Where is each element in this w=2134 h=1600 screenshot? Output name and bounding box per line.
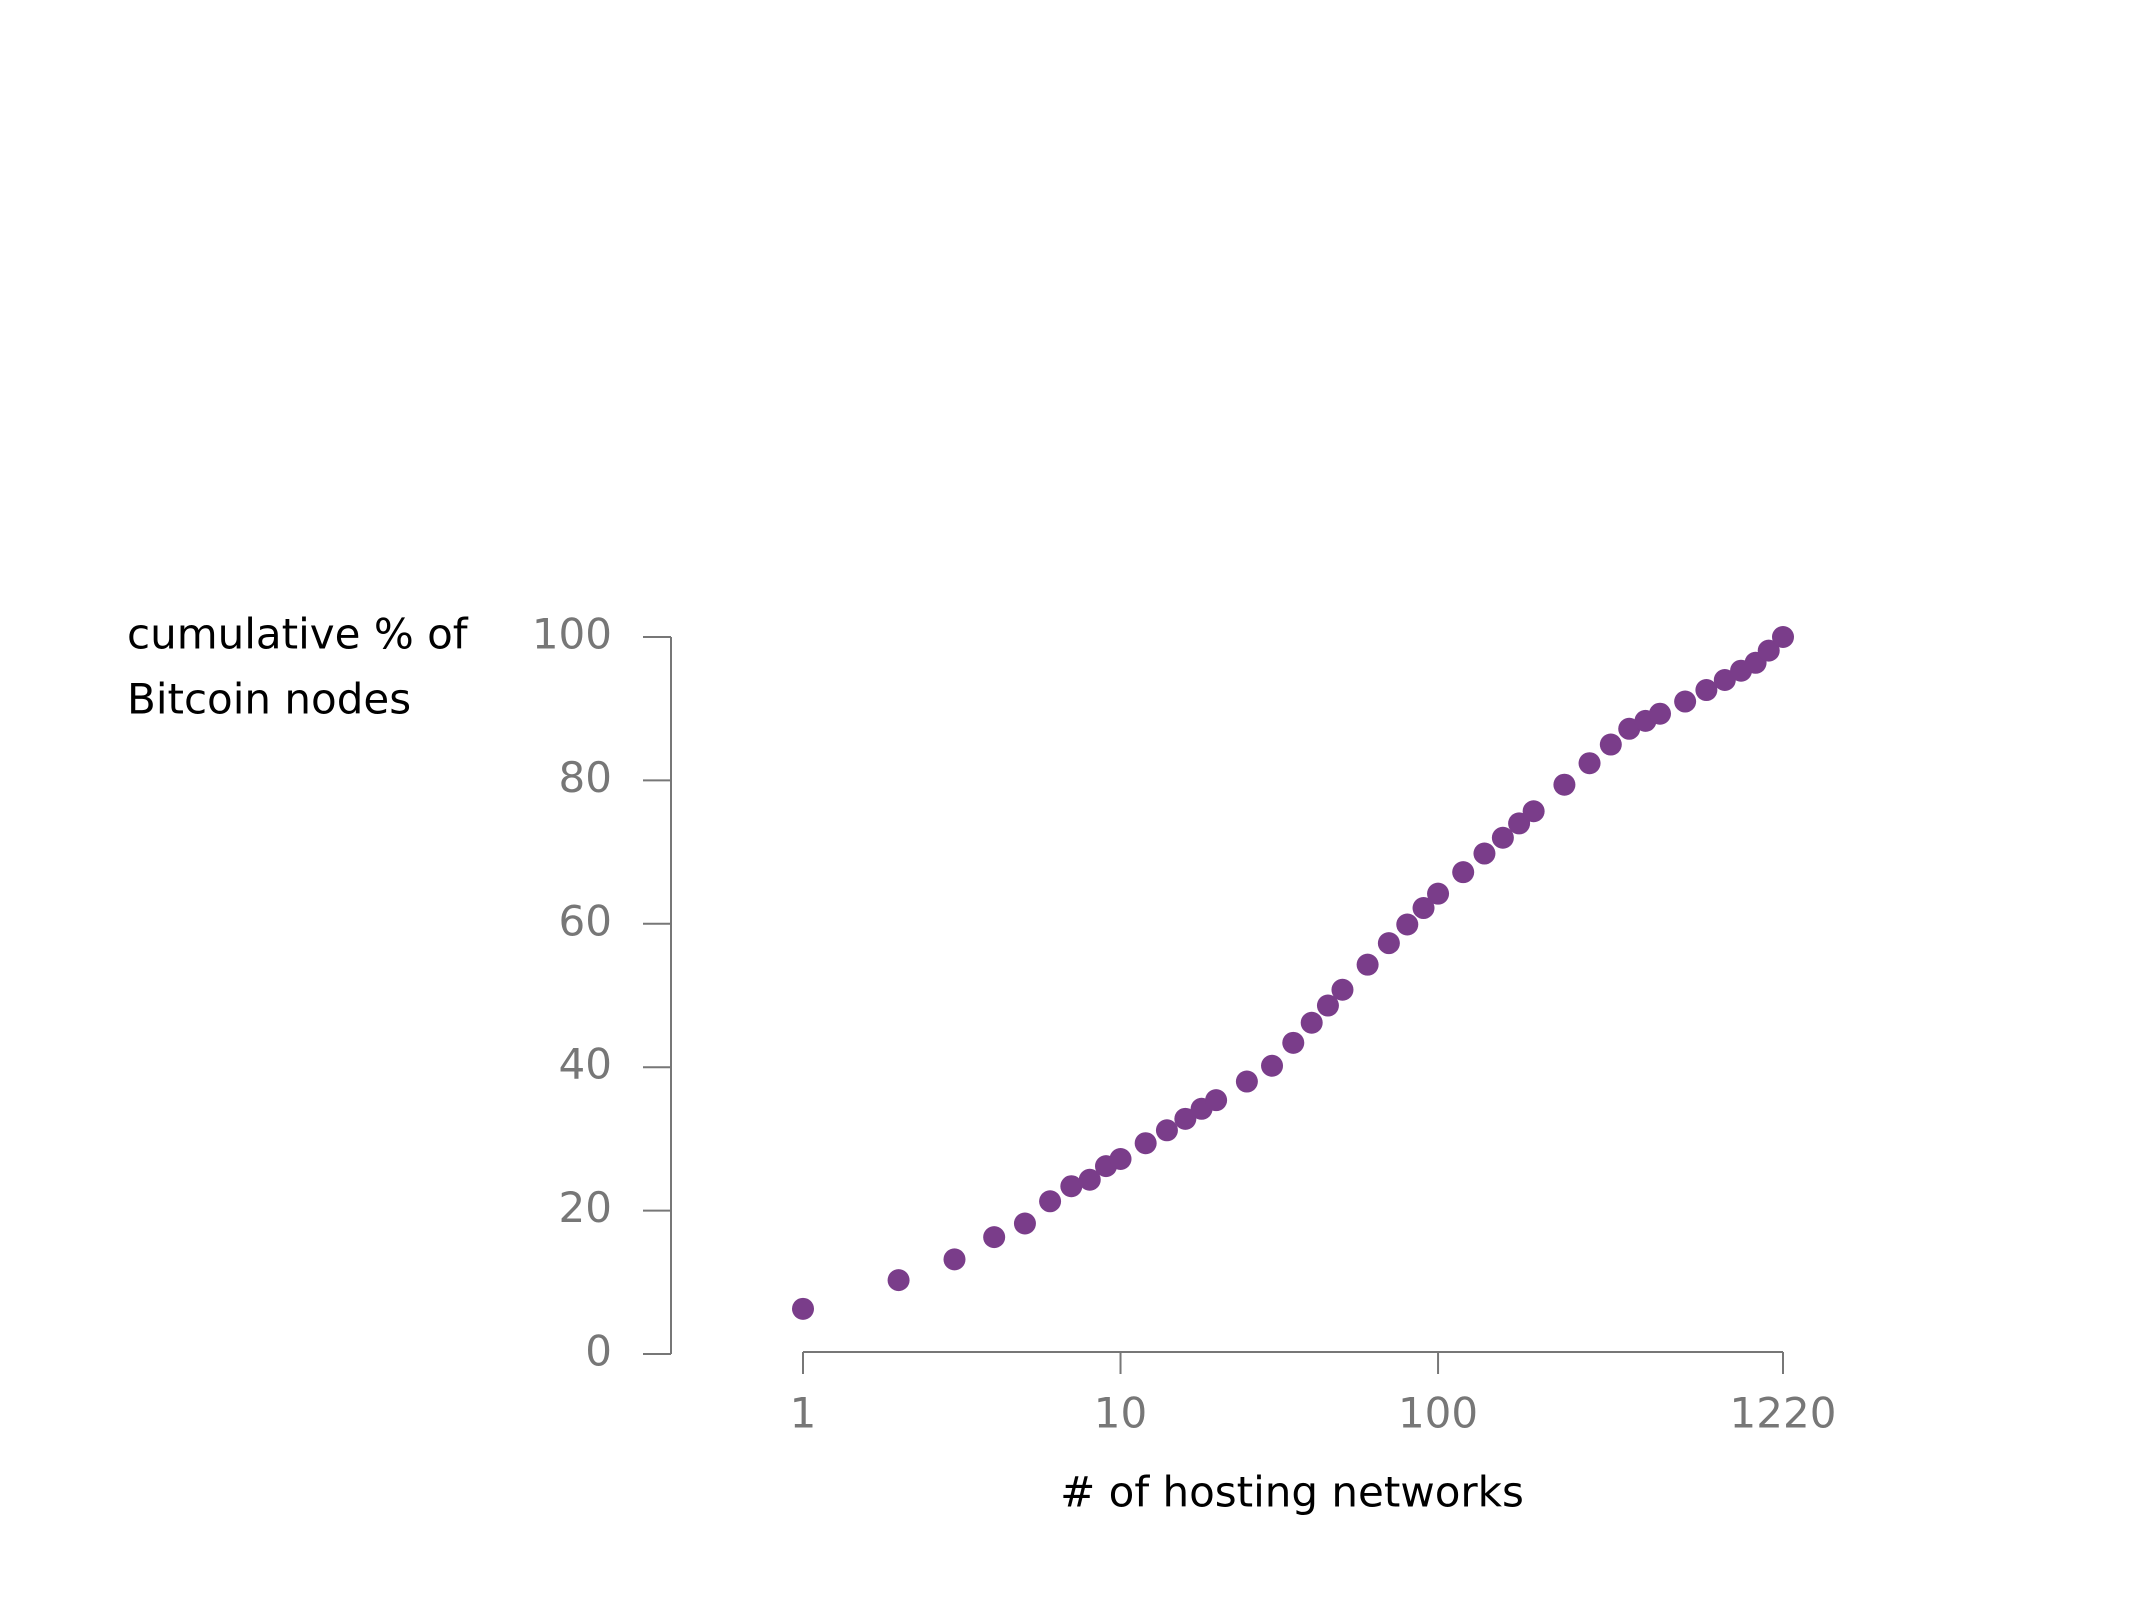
point: [1599, 733, 1622, 756]
point: [1427, 882, 1450, 905]
point: [1473, 842, 1496, 865]
x-tick-label: 1220: [1730, 1389, 1837, 1438]
point: [1695, 679, 1718, 702]
y-tick-label: 60: [559, 896, 612, 945]
point: [943, 1248, 966, 1271]
point: [1674, 690, 1697, 713]
y-tick-label: 40: [559, 1040, 612, 1089]
y-tick-label: 80: [559, 753, 612, 802]
point: [1060, 1175, 1083, 1198]
point: [1282, 1031, 1305, 1054]
point: [1396, 913, 1419, 936]
x-axis-title: # of hosting networks: [1060, 1468, 1524, 1517]
point: [1235, 1070, 1258, 1093]
point: [1205, 1089, 1228, 1112]
point: [1491, 826, 1514, 849]
point: [1452, 861, 1475, 884]
point: [1356, 953, 1379, 976]
point: [1648, 702, 1671, 725]
point: [792, 1297, 814, 1320]
y-axis-title: cumulative % of: [127, 610, 469, 659]
point: [1261, 1054, 1284, 1077]
point: [1757, 639, 1780, 662]
y-tick-label: 20: [559, 1183, 612, 1232]
x-tick-label: 10: [1094, 1389, 1147, 1438]
point: [1013, 1212, 1036, 1235]
point: [1713, 669, 1736, 692]
point: [1508, 812, 1531, 835]
point: [1618, 717, 1641, 740]
point: [1134, 1132, 1157, 1155]
point: [1553, 773, 1576, 796]
point: [1300, 1011, 1323, 1034]
point: [1155, 1119, 1178, 1142]
y-tick-label: 100: [532, 610, 612, 659]
point: [1772, 626, 1794, 648]
point: [1174, 1107, 1197, 1130]
point: [1377, 932, 1400, 955]
point: [1316, 994, 1339, 1017]
point: [887, 1269, 910, 1292]
point: [1412, 897, 1435, 920]
point: [983, 1226, 1006, 1249]
x-tick-label: 100: [1398, 1389, 1478, 1438]
y-axis-title: Bitcoin nodes: [127, 675, 411, 724]
x-tick-label: 1: [790, 1389, 817, 1438]
y-tick-label: 0: [585, 1327, 612, 1376]
point: [1522, 800, 1545, 823]
point: [1331, 978, 1354, 1001]
point: [1078, 1168, 1101, 1191]
point: [1109, 1147, 1132, 1170]
point: [1578, 752, 1601, 775]
point: [1039, 1190, 1062, 1213]
